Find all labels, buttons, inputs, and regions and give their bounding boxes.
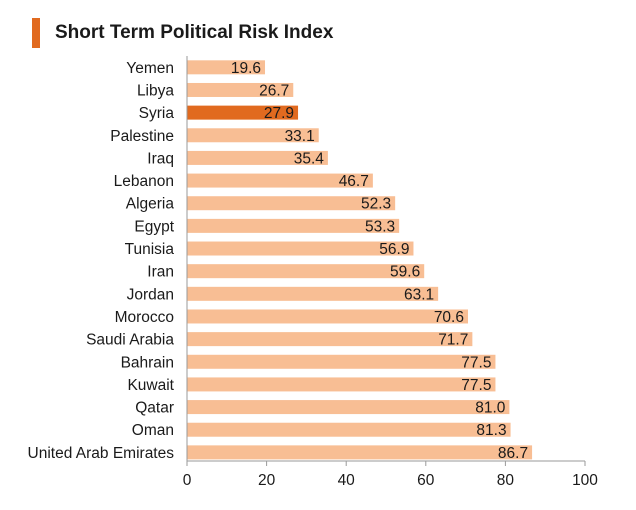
bar-morocco [187,309,468,324]
value-label-kuwait: 77.5 [461,377,491,394]
category-label-algeria: Algeria [126,196,175,213]
x-tick-label-40: 40 [338,472,356,489]
category-label-morocco: Morocco [115,309,174,326]
bar-jordan [187,286,439,301]
category-label-libya: Libya [137,82,174,99]
bar-tunisia [187,241,414,256]
title-accent-bar [32,18,40,48]
category-label-egypt: Egypt [134,218,174,235]
chart-title: Short Term Political Risk Index [55,22,334,43]
value-label-tunisia: 56.9 [379,241,409,258]
value-label-iran: 59.6 [390,264,420,281]
bar-iran [187,264,425,279]
category-label-iraq: Iraq [147,150,174,167]
value-label-lebanon: 46.7 [339,173,369,190]
value-label-syria: 27.9 [264,105,294,122]
x-tick-label-20: 20 [258,472,276,489]
category-label-syria: Syria [139,105,175,122]
bar-saudi-arabia [187,332,473,347]
bar-lebanon [187,173,373,188]
value-label-libya: 26.7 [259,82,289,99]
value-label-algeria: 52.3 [361,196,391,213]
bar-united-arab-emirates [187,445,533,460]
category-label-yemen: Yemen [126,60,174,77]
value-label-iraq: 35.4 [294,150,325,167]
value-label-palestine: 33.1 [285,128,315,145]
bar-oman [187,422,511,437]
bar-kuwait [187,377,496,392]
category-label-qatar: Qatar [135,400,174,417]
category-label-saudi-arabia: Saudi Arabia [86,332,174,349]
x-tick-label-60: 60 [417,472,435,489]
category-label-iran: Iran [147,264,174,281]
bar-yemen [187,60,266,75]
value-label-morocco: 70.6 [434,309,464,326]
bar-syria [187,105,299,120]
x-tick-label-0: 0 [183,472,192,489]
value-label-jordan: 63.1 [404,286,434,303]
x-tick-label-80: 80 [497,472,515,489]
value-label-yemen: 19.6 [231,60,261,77]
bar-qatar [187,400,510,415]
category-label-bahrain: Bahrain [121,354,174,371]
value-label-saudi-arabia: 71.7 [438,332,468,349]
category-label-palestine: Palestine [110,128,174,145]
bar-libya [187,82,294,97]
value-label-united-arab-emirates: 86.7 [498,445,528,462]
value-label-oman: 81.3 [476,422,506,439]
bar-bahrain [187,354,496,369]
category-label-united-arab-emirates: United Arab Emirates [28,445,175,462]
value-label-qatar: 81.0 [475,400,506,417]
bar-palestine [187,128,319,143]
category-label-jordan: Jordan [127,286,174,303]
bar-algeria [187,196,396,211]
category-label-tunisia: Tunisia [125,241,175,258]
bar-egypt [187,218,400,233]
value-label-bahrain: 77.5 [461,354,491,371]
category-label-oman: Oman [132,422,174,439]
value-label-egypt: 53.3 [365,218,395,235]
category-label-kuwait: Kuwait [127,377,174,394]
category-label-lebanon: Lebanon [114,173,174,190]
x-tick-label-100: 100 [572,472,598,489]
bar-iraq [187,150,328,165]
